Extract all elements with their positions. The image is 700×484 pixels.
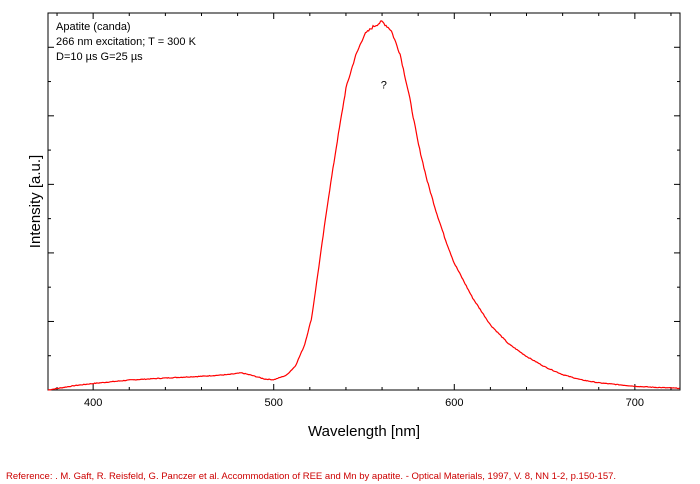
info-excitation: 266 nm excitation; T = 300 K	[56, 36, 197, 48]
plot-frame	[47, 12, 681, 391]
x-axis-label: Wavelength [nm]	[308, 423, 420, 440]
x-tick-label-500: 500	[265, 397, 283, 409]
x-tick-label-600: 600	[445, 397, 463, 409]
info-gate-delay: D=10 µs G=25 µs	[56, 51, 143, 63]
y-axis-label: Intensity [a.u.]	[27, 155, 44, 248]
peak-question-label: ?	[381, 79, 387, 91]
spectrum-line	[47, 20, 680, 391]
plot-area: 400500600700560?	[47, 12, 681, 409]
x-tick-label-400: 400	[84, 397, 102, 409]
reference-note: Reference: . M. Gaft, R. Reisfeld, G. Pa…	[6, 471, 617, 482]
info-sample-name: Apatite (canda)	[56, 21, 131, 33]
info-block: Apatite (canda) 266 nm excitation; T = 3…	[56, 21, 197, 63]
x-tick-label-700: 700	[626, 397, 644, 409]
